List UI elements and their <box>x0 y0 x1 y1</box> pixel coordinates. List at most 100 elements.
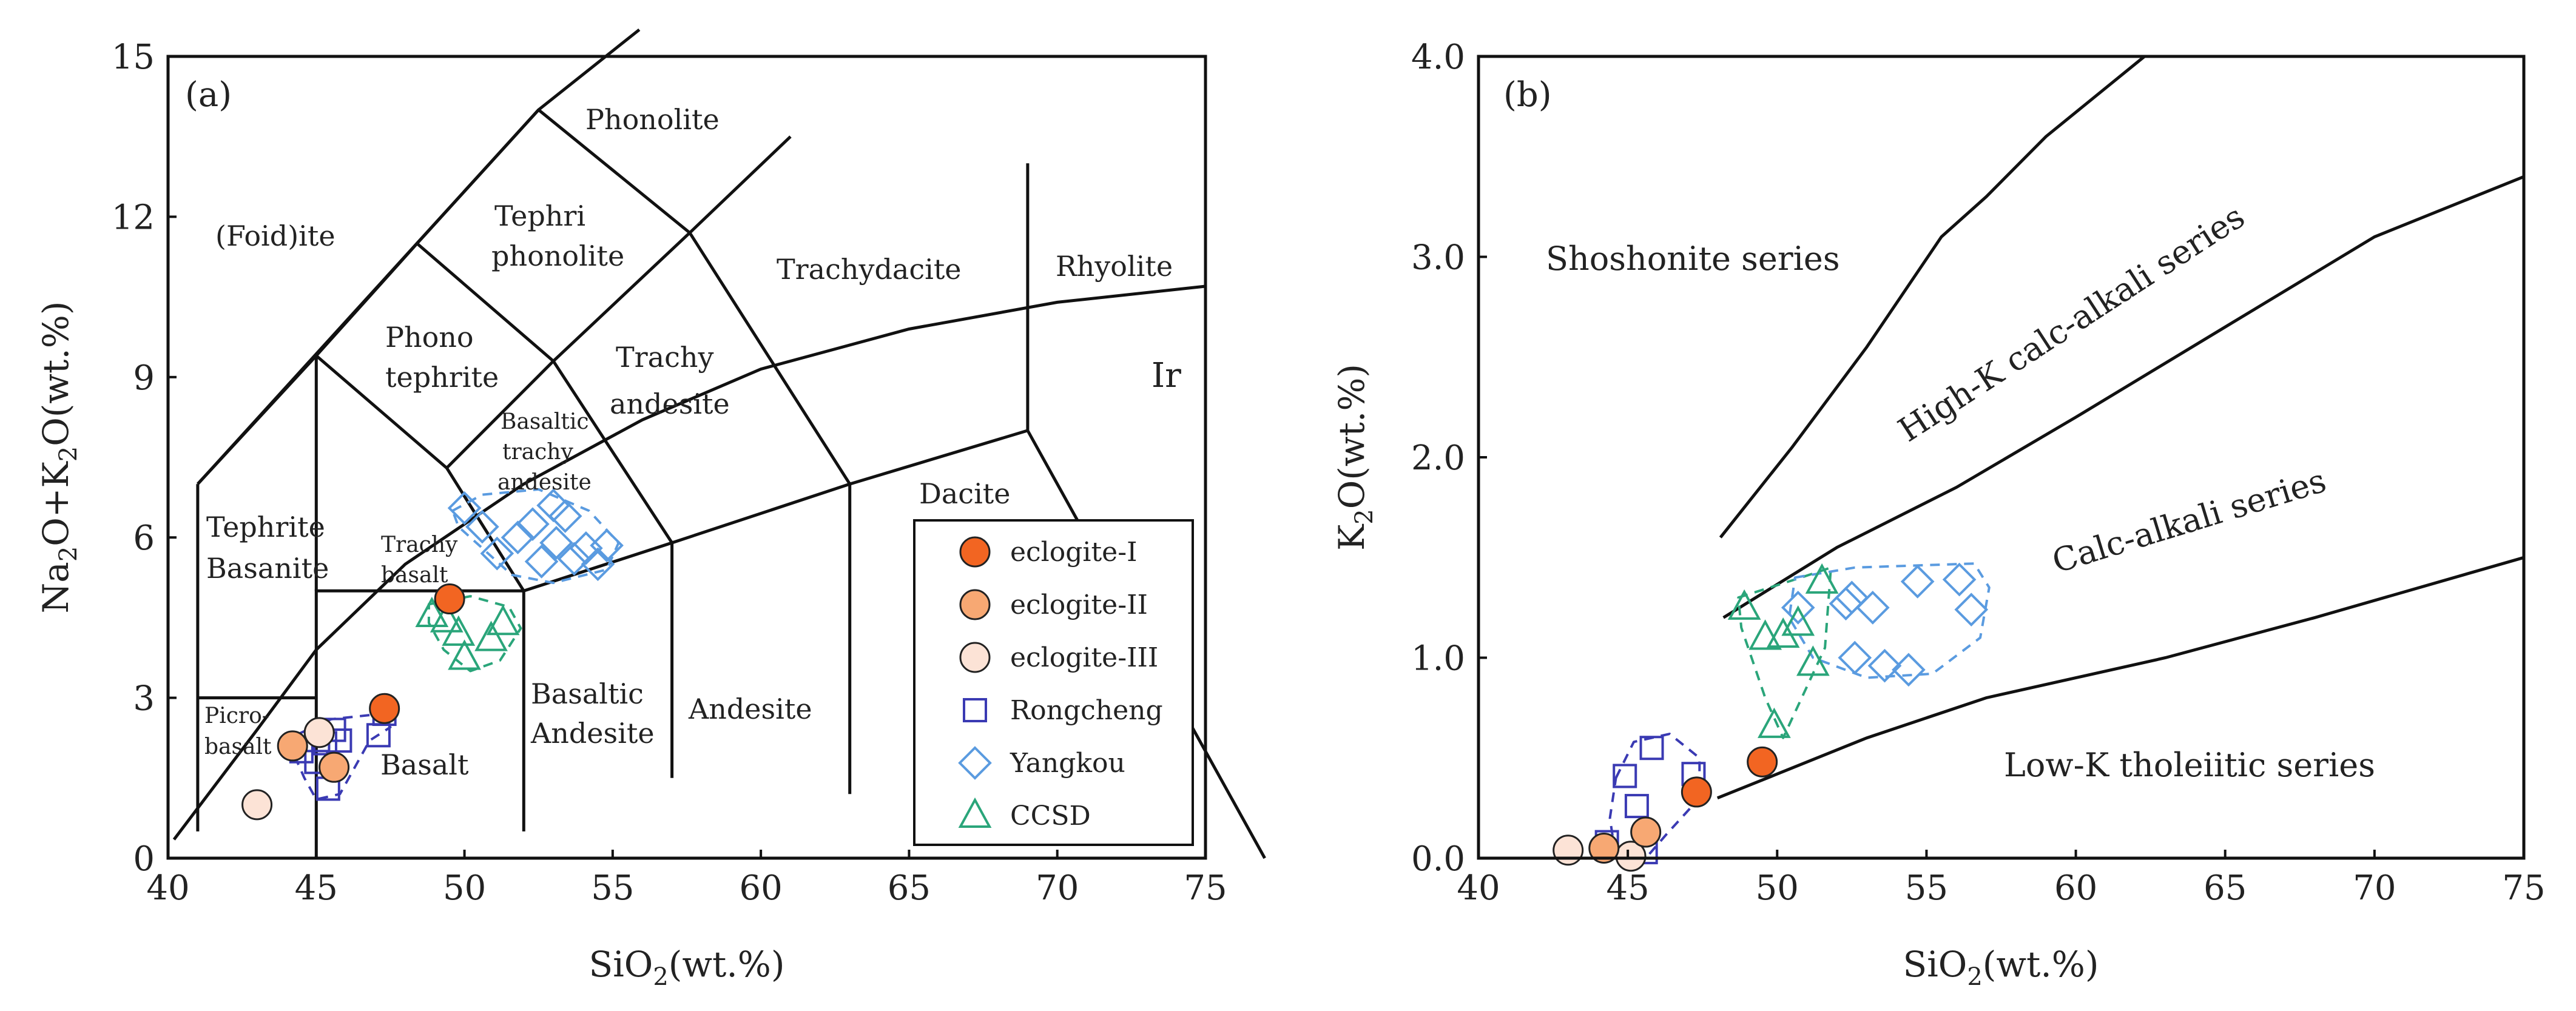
series-boundary-2 <box>1716 556 2524 800</box>
legend-markers <box>958 536 992 828</box>
panel-a-label: (a) <box>185 75 232 115</box>
legend-marker-yangkou <box>958 746 992 780</box>
a-ytick-label: 9 <box>133 358 155 398</box>
series-boundary-1 <box>1722 175 2524 619</box>
a-point-yangkou-12 <box>590 528 624 563</box>
panel-a-ticks: 40 45 50 55 60 65 70 75 0 3 6 9 12 15 <box>112 38 1227 908</box>
b-point-yangkou-9 <box>1954 593 1989 627</box>
label-lowk-series: Low-K tholeiitic series <box>2004 746 2375 784</box>
field-phonotephrite-line2: tephrite <box>385 361 499 394</box>
a-point-ccsd-0 <box>415 596 449 627</box>
field-tephriphonolite-line1: Tephri <box>494 200 585 232</box>
panel-a-envelopes <box>291 488 620 801</box>
legend-label-rongcheng: Rongcheng <box>1010 695 1163 726</box>
tas-boundary-7 <box>416 242 852 794</box>
panel-a-plot-frame <box>166 55 1207 860</box>
legend-label-ccsd: CCSD <box>1010 801 1091 831</box>
field-trachyandesite-line1: Trachy <box>616 341 713 374</box>
field-trachybasalt-line2: basalt <box>381 563 448 588</box>
b-point-ccsd-5 <box>1796 645 1830 676</box>
panel-b-label: (b) <box>1503 75 1552 115</box>
b-point-yangkou-7 <box>1900 565 1935 599</box>
field-basaltic-andesite-line2: Andesite <box>530 717 655 750</box>
label-shoshonite-series: Shoshonite series <box>1546 240 1840 278</box>
b-point-yangkou-2 <box>1835 580 1869 615</box>
a-point-yangkou-7 <box>548 499 582 533</box>
a-point-eclogite-i-1 <box>369 693 400 724</box>
field-tephrite-line2: Basanite <box>206 552 329 585</box>
field-trachyandesite-line2: andesite <box>610 388 730 420</box>
legend-marker-eclogite-i <box>959 536 991 568</box>
a-xtick-label: 60 <box>740 868 783 908</box>
envelope-yangkou <box>451 488 620 585</box>
a-xtick-label: 75 <box>1184 868 1227 908</box>
a-point-yangkou-1 <box>465 509 499 544</box>
a-point-eclogite-iii-1 <box>303 717 335 748</box>
panel-a-tas-diagram: 40 45 50 55 60 65 70 75 0 3 6 9 12 15 (a) (Foid)ite P… <box>35 28 1266 991</box>
field-basaltic-andesite-line1: Basaltic <box>531 677 644 710</box>
b-point-eclogite-ii-1 <box>1630 816 1662 848</box>
tas-boundary-6 <box>445 135 792 469</box>
a-ytick-label: 3 <box>133 679 155 719</box>
envelope-ccsd <box>427 595 522 673</box>
b-xtick-label: 40 <box>1457 868 1500 908</box>
panel-b-x-axis-title: SiO2(wt.%) <box>1903 944 2099 991</box>
field-dacite: Dacite <box>919 477 1011 510</box>
tas-boundary-2 <box>314 589 525 858</box>
field-trachydacite: Trachydacite <box>777 253 962 286</box>
b-xtick-label: 50 <box>1756 868 1799 908</box>
field-andesite: Andesite <box>688 693 812 725</box>
field-tephriphonolite-line2: phonolite <box>491 240 624 272</box>
tas-boundary-10 <box>849 429 1028 486</box>
envelope-ccsd <box>1737 566 1832 739</box>
a-point-eclogite-iii-0 <box>241 789 273 821</box>
b-point-yangkou-3 <box>1855 591 1890 625</box>
a-point-eclogite-ii-1 <box>319 751 350 783</box>
panel-b-y-axis-title: K2O(wt.%) <box>1331 364 1378 551</box>
series-boundary-0 <box>1719 55 2146 539</box>
b-ytick-label: 2.0 <box>1411 438 1465 478</box>
b-point-ccsd-0 <box>1727 589 1761 620</box>
field-basalt: Basalt <box>380 748 469 781</box>
b-xtick-label: 75 <box>2502 868 2545 908</box>
field-tephrite-line1: Tephrite <box>206 511 325 543</box>
b-xtick-label: 45 <box>1607 868 1650 908</box>
a-point-yangkou-0 <box>447 491 482 525</box>
a-xtick-label: 70 <box>1036 868 1079 908</box>
b-point-eclogite-i-0 <box>1747 746 1778 778</box>
b-point-yangkou-6 <box>1892 653 1926 687</box>
panel-a-x-axis-title: SiO2(wt.%) <box>588 944 784 991</box>
a-xtick-label: 50 <box>443 868 486 908</box>
a-xtick-label: 65 <box>888 868 931 908</box>
tas-boundary-8 <box>688 232 851 485</box>
label-calcalkali-series: Calc-alkali series <box>2048 461 2330 580</box>
panel-a-data-points <box>241 488 624 821</box>
b-point-rongcheng-0 <box>1639 736 1664 761</box>
legend-box <box>913 519 1194 846</box>
irvine-baragar-line <box>172 284 1206 841</box>
a-point-ccsd-1 <box>430 602 464 633</box>
b-ytick-label: 1.0 <box>1411 639 1465 679</box>
a-xtick-label: 40 <box>146 868 189 908</box>
tas-boundary-3 <box>445 467 674 778</box>
b-point-yangkou-4 <box>1838 640 1872 675</box>
field-bta-line2: trachy <box>502 440 573 465</box>
b-point-ccsd-6 <box>1757 707 1791 738</box>
a-ytick-label: 12 <box>112 198 155 237</box>
field-picrobasalt-line2: basalt <box>204 734 272 759</box>
envelope-rongcheng <box>291 713 392 801</box>
envelope-yangkou <box>1788 562 1991 679</box>
b-point-yangkou-5 <box>1867 648 1902 683</box>
a-point-yangkou-4 <box>516 507 550 541</box>
a-ytick-label: 6 <box>133 519 155 558</box>
field-rhyolite: Rhyolite <box>1056 250 1173 283</box>
b-point-rongcheng-1 <box>1613 764 1637 788</box>
field-bta-line1: Basaltic <box>501 409 589 434</box>
a-xtick-label: 45 <box>295 868 338 908</box>
a-point-yangkou-10 <box>569 531 603 565</box>
legend-marker-ccsd <box>958 797 992 828</box>
legend-label-yangkou: Yangkou <box>1010 748 1125 779</box>
a-point-ccsd-5 <box>486 605 520 636</box>
b-ytick-label: 4.0 <box>1411 38 1465 77</box>
